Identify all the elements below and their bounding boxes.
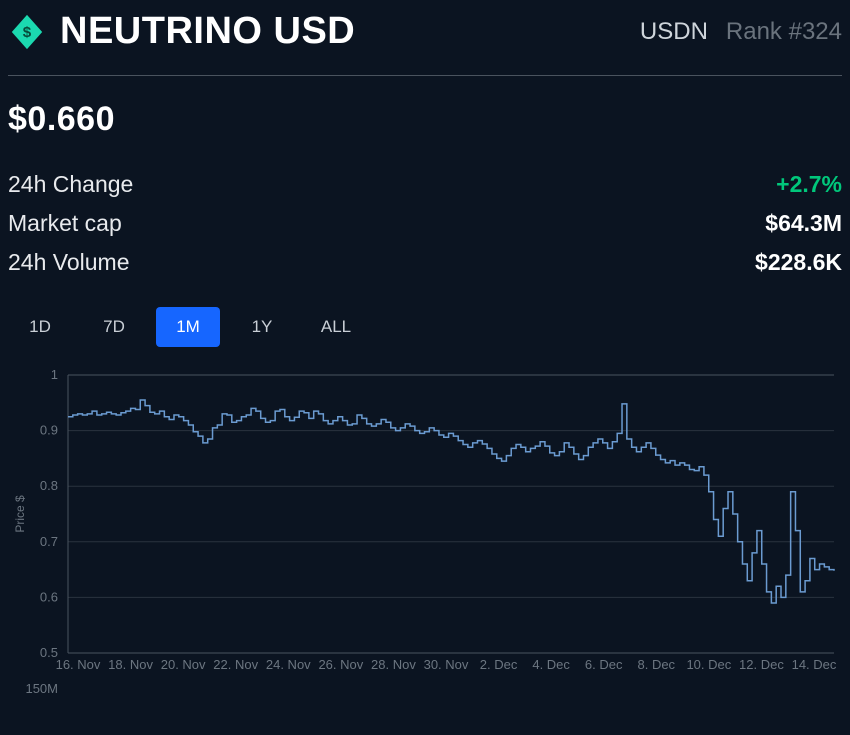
range-tab-1y[interactable]: 1Y bbox=[230, 307, 294, 347]
svg-text:6. Dec: 6. Dec bbox=[585, 657, 623, 672]
svg-text:2. Dec: 2. Dec bbox=[480, 657, 518, 672]
chart-svg: 0.50.60.70.80.9116. Nov18. Nov20. Nov22.… bbox=[8, 365, 840, 695]
svg-text:28. Nov: 28. Nov bbox=[371, 657, 416, 672]
svg-text:4. Dec: 4. Dec bbox=[532, 657, 570, 672]
stat-value: $228.6K bbox=[755, 244, 842, 281]
coin-rank: Rank #324 bbox=[726, 18, 842, 46]
stat-row: Market cap $64.3M bbox=[8, 204, 842, 243]
stat-value: +2.7% bbox=[776, 166, 842, 203]
svg-text:18. Nov: 18. Nov bbox=[108, 657, 153, 672]
price-chart: 0.50.60.70.80.9116. Nov18. Nov20. Nov22.… bbox=[8, 365, 840, 695]
svg-text:$: $ bbox=[23, 23, 32, 40]
svg-text:Price $: Price $ bbox=[13, 495, 27, 533]
stat-value: $64.3M bbox=[765, 205, 842, 242]
coin-ticker: USDN bbox=[640, 18, 708, 46]
range-tab-all[interactable]: ALL bbox=[304, 307, 368, 347]
svg-text:8. Dec: 8. Dec bbox=[637, 657, 675, 672]
stats-list: 24h Change+2.7%Market cap$64.3M24h Volum… bbox=[8, 165, 842, 281]
svg-text:26. Nov: 26. Nov bbox=[318, 657, 363, 672]
svg-text:14. Dec: 14. Dec bbox=[792, 657, 837, 672]
range-tab-1d[interactable]: 1D bbox=[8, 307, 72, 347]
stat-row: 24h Change +2.7% bbox=[8, 165, 842, 204]
svg-text:20. Nov: 20. Nov bbox=[161, 657, 206, 672]
svg-text:0.6: 0.6 bbox=[40, 590, 58, 605]
svg-text:1: 1 bbox=[51, 367, 58, 382]
range-tab-1m[interactable]: 1M bbox=[156, 307, 220, 347]
coin-header: $ NEUTRINO USD USDN Rank #324 bbox=[8, 6, 842, 75]
range-tab-7d[interactable]: 7D bbox=[82, 307, 146, 347]
range-selector: 1D7D1M1YALL bbox=[8, 281, 842, 359]
stat-row: 24h Volume $228.6K bbox=[8, 243, 842, 282]
svg-text:30. Nov: 30. Nov bbox=[424, 657, 469, 672]
token-icon: $ bbox=[8, 13, 46, 51]
stat-label: Market cap bbox=[8, 205, 122, 242]
stat-label: 24h Volume bbox=[8, 244, 129, 281]
stat-label: 24h Change bbox=[8, 166, 133, 203]
svg-text:12. Dec: 12. Dec bbox=[739, 657, 784, 672]
svg-text:10. Dec: 10. Dec bbox=[686, 657, 731, 672]
svg-text:0.9: 0.9 bbox=[40, 423, 58, 438]
svg-text:16. Nov: 16. Nov bbox=[56, 657, 101, 672]
svg-text:0.8: 0.8 bbox=[40, 479, 58, 494]
svg-text:22. Nov: 22. Nov bbox=[213, 657, 258, 672]
svg-text:0.7: 0.7 bbox=[40, 534, 58, 549]
coin-name: NEUTRINO USD bbox=[60, 10, 640, 53]
svg-text:150M: 150M bbox=[25, 681, 58, 695]
current-price: $0.660 bbox=[8, 76, 842, 165]
svg-text:24. Nov: 24. Nov bbox=[266, 657, 311, 672]
